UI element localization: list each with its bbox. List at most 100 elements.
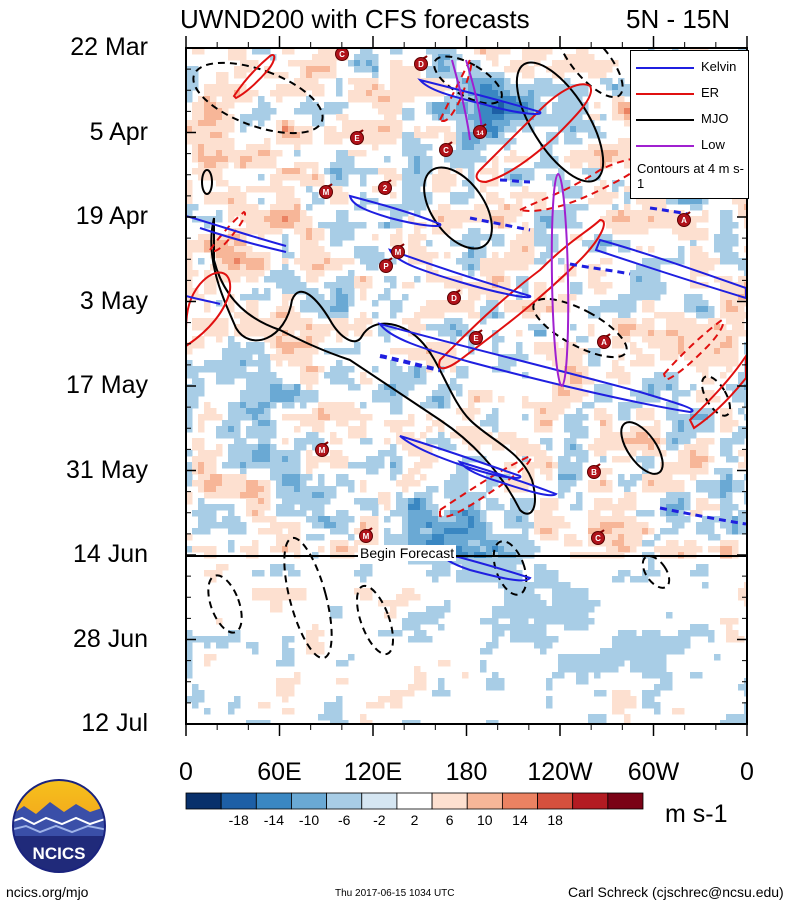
- field-cell: [252, 150, 259, 157]
- field-cell: [672, 408, 679, 415]
- field-cell: [342, 168, 349, 175]
- field-cell: [462, 252, 469, 259]
- field-cell: [378, 96, 385, 103]
- field-cell: [234, 438, 241, 445]
- field-cell: [414, 168, 421, 175]
- field-cell: [336, 366, 343, 373]
- field-cell: [252, 594, 259, 601]
- field-cell: [312, 414, 319, 421]
- field-cell: [540, 282, 547, 289]
- field-cell: [480, 270, 487, 277]
- field-cell: [486, 618, 493, 625]
- field-cell: [408, 192, 415, 199]
- field-cell: [318, 492, 325, 499]
- field-cell: [468, 126, 475, 133]
- field-cell: [264, 288, 271, 295]
- field-cell: [504, 138, 511, 145]
- field-cell: [318, 414, 325, 421]
- field-cell: [294, 60, 301, 67]
- field-cell: [360, 66, 367, 73]
- field-cell: [414, 372, 421, 379]
- field-cell: [282, 222, 289, 229]
- field-cell: [660, 528, 667, 535]
- field-cell: [336, 288, 343, 295]
- field-cell: [306, 162, 313, 169]
- field-cell: [396, 120, 403, 127]
- field-cell: [192, 240, 199, 247]
- field-cell: [324, 372, 331, 379]
- field-cell: [552, 384, 559, 391]
- field-cell: [468, 120, 475, 127]
- field-cell: [210, 510, 217, 517]
- field-cell: [408, 168, 415, 175]
- field-cell: [282, 414, 289, 421]
- field-cell: [726, 222, 733, 229]
- field-cell: [444, 60, 451, 67]
- field-cell: [366, 258, 373, 265]
- field-cell: [558, 348, 565, 355]
- field-cell: [222, 138, 229, 145]
- field-cell: [594, 510, 601, 517]
- field-cell: [414, 126, 421, 133]
- field-cell: [414, 378, 421, 385]
- field-cell: [228, 426, 235, 433]
- field-cell: [522, 372, 529, 379]
- field-cell: [522, 48, 529, 55]
- field-cell: [552, 600, 559, 607]
- field-cell: [480, 258, 487, 265]
- field-cell: [330, 432, 337, 439]
- field-cell: [528, 114, 535, 121]
- field-cell: [348, 324, 355, 331]
- field-cell: [186, 270, 193, 277]
- field-cell: [396, 132, 403, 139]
- field-cell: [204, 126, 211, 133]
- field-cell: [342, 234, 349, 241]
- field-cell: [474, 108, 481, 115]
- field-cell: [702, 414, 709, 421]
- field-cell: [300, 222, 307, 229]
- field-cell: [522, 96, 529, 103]
- field-cell: [510, 480, 517, 487]
- field-cell: [234, 324, 241, 331]
- field-cell: [276, 270, 283, 277]
- field-cell: [294, 132, 301, 139]
- field-cell: [690, 234, 697, 241]
- field-cell: [498, 570, 505, 577]
- field-cell: [612, 144, 619, 151]
- field-cell: [738, 306, 745, 313]
- field-cell: [252, 426, 259, 433]
- field-cell: [246, 486, 253, 493]
- field-cell: [294, 456, 301, 463]
- field-cell: [462, 510, 469, 517]
- field-cell: [204, 300, 211, 307]
- field-cell: [282, 246, 289, 253]
- field-cell: [546, 348, 553, 355]
- field-cell: [384, 396, 391, 403]
- field-cell: [672, 462, 679, 469]
- field-cell: [438, 48, 445, 55]
- field-cell: [552, 498, 559, 505]
- field-cell: [276, 84, 283, 91]
- field-cell: [594, 282, 601, 289]
- field-cell: [684, 426, 691, 433]
- field-cell: [294, 84, 301, 91]
- field-cell: [732, 516, 739, 523]
- field-cell: [336, 528, 343, 535]
- field-cell: [498, 336, 505, 343]
- field-cell: [312, 420, 319, 427]
- field-cell: [540, 156, 547, 163]
- field-cell: [726, 312, 733, 319]
- field-cell: [678, 198, 685, 205]
- field-cell: [678, 516, 685, 523]
- field-cell: [726, 306, 733, 313]
- field-cell: [666, 336, 673, 343]
- field-cell: [720, 300, 727, 307]
- field-cell: [600, 306, 607, 313]
- field-cell: [366, 588, 373, 595]
- field-cell: [426, 498, 433, 505]
- field-cell: [540, 582, 547, 589]
- field-cell: [726, 618, 733, 625]
- field-cell: [708, 414, 715, 421]
- field-cell: [258, 102, 265, 109]
- field-cell: [630, 288, 637, 295]
